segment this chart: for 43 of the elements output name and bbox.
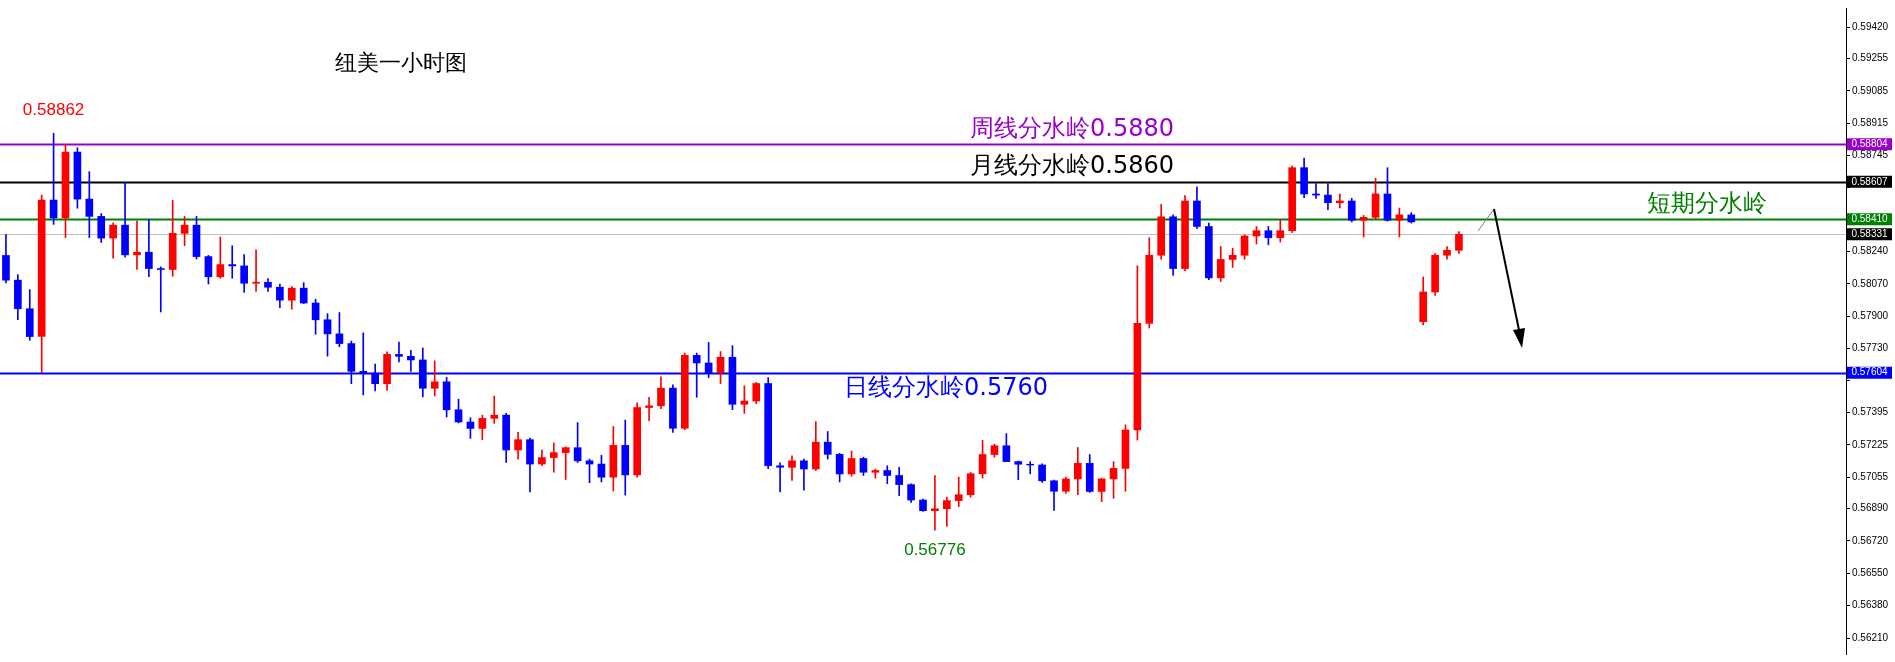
y-tick-label: 0.56380 xyxy=(1852,599,1889,611)
y-tick-label: 0.56890 xyxy=(1852,502,1889,514)
ref-line-label: 短期分水岭 xyxy=(1647,188,1767,217)
y-tick-label: 0.56210 xyxy=(1852,631,1889,643)
annotation: 0.56776 xyxy=(904,540,966,560)
candlestick xyxy=(561,446,570,480)
ref-line-label: 月线分水岭0.5860 xyxy=(970,151,1174,180)
candlestick xyxy=(776,462,784,493)
y-tick-label: 0.57055 xyxy=(1852,470,1889,482)
candlestick xyxy=(228,245,237,279)
text: 纽美一小时图 xyxy=(335,49,467,75)
y-tick-label: 0.56550 xyxy=(1852,567,1889,579)
candlestick xyxy=(156,266,165,313)
candlestick xyxy=(430,360,439,397)
ref-line-label: 日线分水岭0.5760 xyxy=(844,372,1048,401)
y-tick-label: 0.57730 xyxy=(1852,342,1889,354)
ref-line-label: 周线分水岭0.5880 xyxy=(970,113,1174,142)
candlestick xyxy=(395,341,403,363)
y-tick-label: 0.59255 xyxy=(1852,52,1889,64)
y-tick-label: 0.58915 xyxy=(1852,116,1889,128)
text: 0.58804 xyxy=(1851,138,1889,150)
y-tick-label: 0.57900 xyxy=(1852,310,1889,322)
y-tick-label: 0.59420 xyxy=(1852,20,1889,32)
candlestick xyxy=(931,475,939,531)
candlestick xyxy=(1014,460,1023,480)
annotation: 0.58862 xyxy=(22,100,85,120)
candlestick xyxy=(645,396,653,421)
text: 0.58607 xyxy=(1851,175,1889,187)
candlestick xyxy=(490,395,499,424)
y-tick-label: 0.56720 xyxy=(1852,534,1889,546)
text: 0.58331 xyxy=(1851,228,1889,240)
text: 0.57604 xyxy=(1851,366,1889,378)
candlestick xyxy=(549,442,558,473)
y-tick-label: 0.57225 xyxy=(1852,438,1889,450)
y-tick-label: 0.57395 xyxy=(1852,406,1889,418)
y-tick-label: 0.59085 xyxy=(1852,84,1889,96)
text: 0.58410 xyxy=(1851,213,1889,225)
y-tick-label: 0.58745 xyxy=(1852,149,1889,161)
candlestick xyxy=(954,476,963,508)
y-tick-label: 0.58070 xyxy=(1852,277,1889,289)
candlestick xyxy=(133,220,141,270)
y-tick-label: 0.58240 xyxy=(1852,245,1889,257)
candlestick xyxy=(252,249,260,292)
